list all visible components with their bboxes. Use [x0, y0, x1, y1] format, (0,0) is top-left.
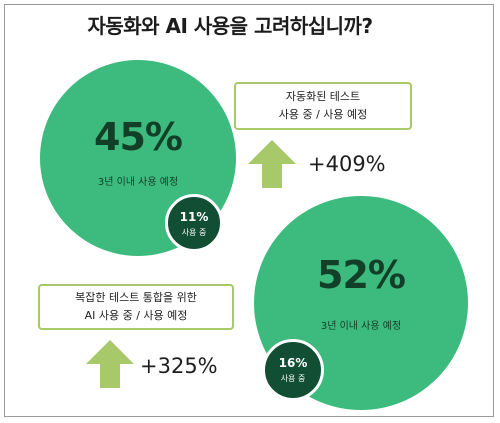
planned-percent-ai: 52%: [317, 253, 406, 297]
callout-automation-line1: 자동화된 테스트: [285, 90, 361, 103]
current-label-ai: 사용 중: [280, 374, 306, 383]
arrow-up-icon: [248, 140, 296, 188]
growth-ai: +325%: [140, 354, 218, 378]
current-usage-badge-automation: 11% 사용 중: [165, 194, 223, 252]
callout-automation-line2: 사용 중 / 사용 예정: [278, 108, 368, 121]
callout-ai: 복잡한 테스트 통합을 위한 AI 사용 중 / 사용 예정: [38, 284, 234, 330]
current-usage-badge-ai: 16% 사용 중: [262, 339, 324, 401]
callout-ai-line1: 복잡한 테스트 통합을 위한: [75, 291, 197, 304]
planned-usage-circle-automation: 45% 3년 이내 사용 예정: [40, 60, 236, 256]
current-label-automation: 사용 중: [181, 228, 207, 237]
growth-automation: +409%: [308, 152, 386, 176]
arrow-up-icon: [86, 340, 134, 388]
callout-ai-line2: AI 사용 중 / 사용 예정: [84, 309, 188, 322]
planned-label-ai: 3년 이내 사용 예정: [320, 321, 402, 332]
planned-percent-automation: 45%: [94, 115, 183, 159]
current-percent-automation: 11%: [179, 210, 209, 224]
callout-automation: 자동화된 테스트 사용 중 / 사용 예정: [234, 82, 412, 130]
planned-label-automation: 3년 이내 사용 예정: [97, 177, 179, 188]
current-percent-ai: 16%: [278, 356, 308, 370]
infographic-title: 자동화와 AI 사용을 고려하십니까?: [87, 14, 373, 38]
